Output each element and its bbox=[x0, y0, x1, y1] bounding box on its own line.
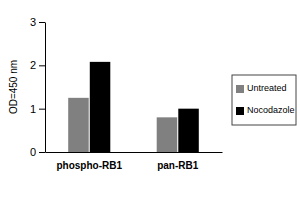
y-tick-label: 2 bbox=[30, 59, 36, 71]
bar bbox=[90, 62, 111, 152]
y-tick: 3 bbox=[30, 16, 45, 28]
x-tick-label: phospho-RB1 bbox=[56, 160, 122, 171]
legend-label: Untreated bbox=[247, 83, 287, 93]
legend-swatch bbox=[236, 107, 244, 115]
legend-box bbox=[232, 75, 296, 125]
chart: 0 1 2 3 phospho-RB1 pan-RB1 OD=450 nm Untreated… bbox=[0, 0, 300, 200]
bars bbox=[68, 62, 199, 152]
x-axis: phospho-RB1 pan-RB1 bbox=[46, 152, 223, 171]
plot: 0 1 2 3 phospho-RB1 pan-RB1 bbox=[30, 16, 223, 171]
legend: Untreated Nocodazole bbox=[232, 75, 296, 125]
chart-container: 0 1 2 3 phospho-RB1 pan-RB1 OD=450 nm Untreated… bbox=[0, 0, 300, 200]
y-axis-line bbox=[45, 23, 46, 153]
y-tick: 0 bbox=[30, 146, 45, 158]
bar bbox=[68, 98, 89, 152]
y-tick-mark bbox=[39, 22, 45, 23]
x-tick-label: pan-RB1 bbox=[157, 160, 199, 171]
y-tick-mark bbox=[39, 109, 45, 110]
legend-label: Nocodazole bbox=[247, 105, 295, 115]
y-tick: 2 bbox=[30, 59, 45, 71]
y-tick-mark bbox=[39, 152, 45, 153]
y-tick-label: 3 bbox=[30, 16, 36, 28]
y-tick-label: 1 bbox=[30, 103, 36, 115]
legend-swatch bbox=[236, 85, 244, 93]
y-tick-label: 0 bbox=[30, 146, 36, 158]
y-axis: 0 1 2 3 bbox=[30, 16, 46, 158]
y-axis-title: OD=450 nm bbox=[8, 60, 19, 114]
y-tick: 1 bbox=[30, 103, 45, 115]
bar bbox=[178, 109, 199, 152]
bar bbox=[157, 117, 178, 152]
x-tick: phospho-RB1 bbox=[56, 152, 122, 171]
y-tick-mark bbox=[39, 65, 45, 66]
x-axis-line bbox=[46, 152, 223, 153]
x-tick: pan-RB1 bbox=[157, 152, 199, 171]
